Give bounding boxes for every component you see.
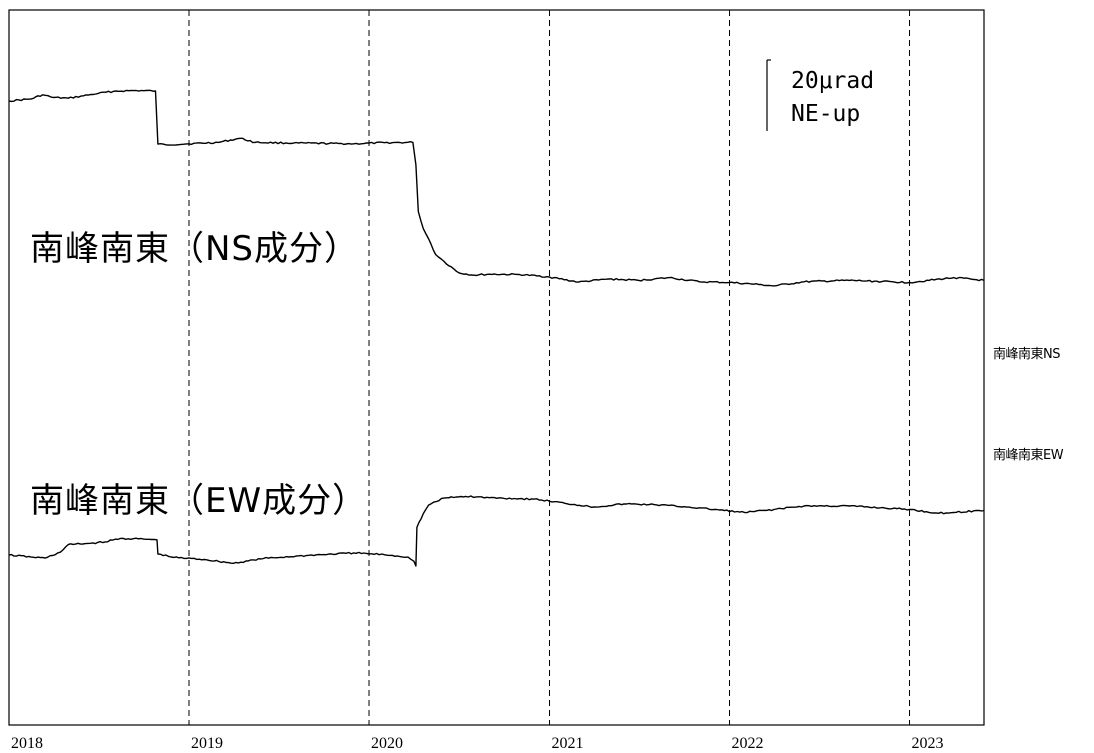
scale-direction: NE-up — [791, 101, 860, 127]
x-tick-2018: 2018 — [11, 735, 43, 752]
scale-value: 20μrad — [791, 68, 874, 94]
ew-component-label: 南峰南東（EW成分） — [30, 481, 367, 521]
ew-series-tag: 南峰南東EW — [993, 447, 1064, 463]
series-line-ns — [8, 89, 985, 287]
x-tick-2020: 2020 — [371, 735, 403, 752]
x-tick-labels: 2018 2019 2020 2021 2022 2023 — [11, 735, 944, 752]
x-tick-2021: 2021 — [552, 735, 584, 752]
ns-series-tag: 南峰南東NS — [993, 346, 1060, 362]
series-line-ew — [8, 495, 985, 567]
x-tick-2019: 2019 — [191, 735, 223, 752]
x-tick-2022: 2022 — [732, 735, 764, 752]
year-gridlines — [188, 10, 911, 725]
x-tick-2023: 2023 — [912, 735, 944, 752]
plot-frame — [8, 9, 985, 726]
ns-component-label: 南峰南東（NS成分） — [30, 229, 359, 269]
scale-bar: 20μrad NE-up — [766, 59, 874, 131]
series-layer — [8, 89, 985, 567]
